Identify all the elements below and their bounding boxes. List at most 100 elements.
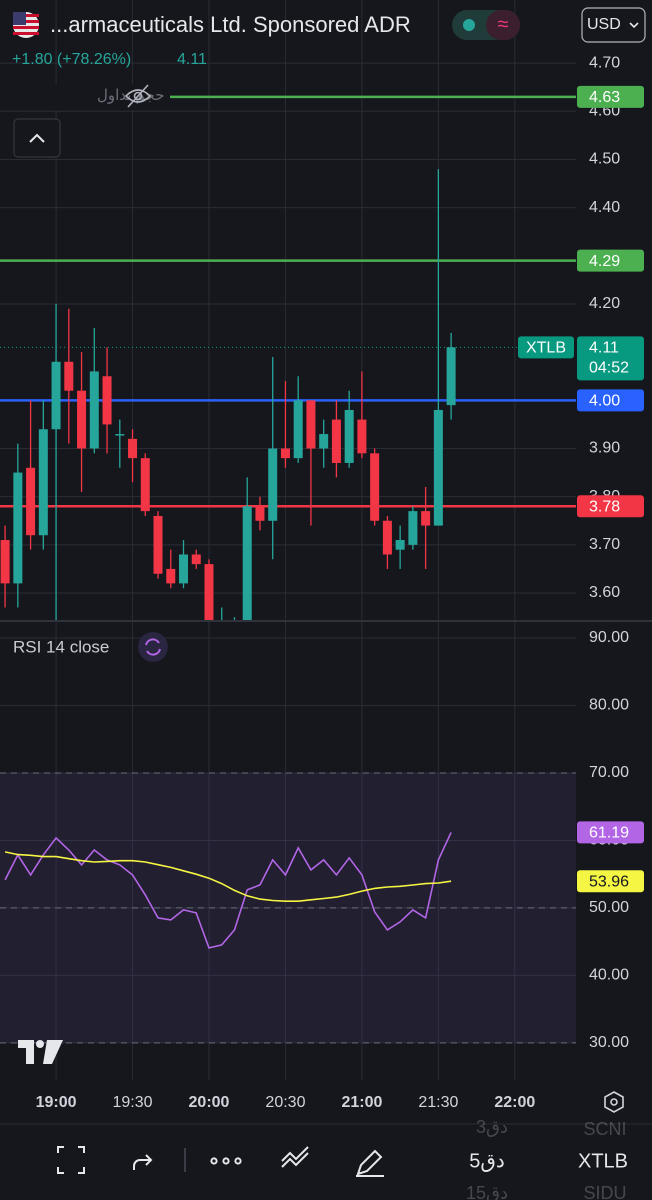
level-badge — [577, 389, 644, 412]
status-toggle[interactable]: ≈ — [452, 10, 520, 40]
x-tick-label: 20:00 — [189, 1094, 230, 1111]
redo-button[interactable] — [133, 1154, 153, 1170]
axis-settings[interactable] — [604, 1091, 624, 1113]
y-tick-label: 50.00 — [589, 899, 629, 916]
candle-body — [64, 361, 74, 391]
candle-body — [13, 472, 23, 584]
candle-body — [344, 409, 354, 463]
toolbar — [0, 1124, 652, 1200]
candle-body — [421, 511, 431, 526]
drawing-button[interactable] — [356, 1149, 384, 1177]
ghost-interval: 3دق — [476, 1117, 508, 1137]
x-tick-label: 19:30 — [113, 1094, 153, 1111]
x-tick-label: 21:00 — [341, 1094, 382, 1111]
candle-body — [268, 448, 278, 521]
candle-body — [446, 347, 456, 406]
rsi-title: RSI 14 close — [13, 637, 109, 656]
candle-body — [370, 453, 380, 521]
header-last-price: 4.11 — [177, 51, 207, 68]
candle-body — [38, 429, 48, 536]
candle-body — [433, 409, 443, 526]
level-badge-label: 4.63 — [589, 89, 620, 106]
y-tick-label: 3.70 — [589, 536, 620, 553]
symbol-badge-label: XTLB — [526, 340, 566, 357]
interval[interactable]: 5دق — [469, 1150, 505, 1172]
x-tick-label: 21:30 — [418, 1094, 458, 1111]
level-badge — [577, 249, 644, 272]
y-tick-label: 3.60 — [589, 584, 620, 601]
grid-layer — [0, 0, 576, 1080]
candle-body — [77, 390, 87, 449]
series-badge-label: 61.19 — [589, 825, 629, 842]
ghost-interval: 15دق — [466, 1183, 508, 1200]
y-tick-label: 30.00 — [589, 1034, 629, 1051]
x-tick-label: 19:00 — [36, 1094, 77, 1111]
candle-body — [191, 554, 201, 565]
y-tick-label: 40.00 — [589, 967, 629, 984]
symbol[interactable]: XTLB — [578, 1150, 628, 1172]
indicators-button[interactable] — [281, 1146, 309, 1168]
y-tick-label: 4.50 — [589, 151, 620, 168]
last-price-badge — [577, 336, 644, 381]
candle-body — [102, 376, 112, 425]
rsi-settings-icon[interactable] — [138, 632, 168, 662]
series-badge — [577, 870, 644, 893]
y-tick-label: 80.00 — [589, 697, 629, 714]
ghost-symbol: SCNI — [583, 1119, 626, 1139]
collapse-button[interactable] — [13, 118, 61, 158]
last-price-label: 4.11 — [589, 340, 619, 357]
x-tick-label: 20:30 — [265, 1094, 305, 1111]
candle-body — [128, 438, 138, 459]
ghost-symbol: SIDU — [583, 1183, 626, 1200]
rsi-line — [4, 851, 452, 902]
y-tick-label: 90.00 — [589, 629, 629, 646]
candle-body — [293, 400, 303, 459]
candle-body — [357, 419, 367, 454]
candle-body — [153, 515, 163, 574]
x-tick-label: 22:00 — [494, 1094, 535, 1111]
y-tick-label: 4.70 — [589, 54, 620, 71]
rsi-pane — [0, 772, 576, 1044]
y-tick-label: 70.00 — [589, 764, 629, 781]
hide-icon[interactable] — [124, 84, 152, 108]
currency-box[interactable] — [581, 7, 646, 43]
candle-body — [26, 467, 36, 536]
candle-body — [319, 434, 329, 449]
symbol-badge — [518, 336, 574, 359]
volume-label: حجم تداول — [97, 87, 164, 104]
symbol-title: ...armaceuticals Ltd. Sponsored ADR — [50, 12, 411, 37]
candle-body — [395, 540, 405, 550]
level-badge-label: 3.78 — [589, 499, 620, 516]
series-badge-label: 53.96 — [589, 873, 629, 890]
candle-body — [331, 419, 341, 463]
candle-body — [140, 458, 150, 512]
candle-body — [242, 506, 252, 620]
countdown-label: 04:52 — [589, 360, 629, 377]
y-tick-label: 4.20 — [589, 295, 620, 312]
candle-body — [306, 400, 316, 449]
candle-body — [382, 520, 392, 555]
rsi-line — [4, 832, 452, 949]
candle-body — [89, 371, 99, 449]
candle-body — [0, 540, 10, 584]
dropdown-arrow — [629, 22, 639, 29]
candle-body — [255, 506, 265, 521]
y-tick-label: 3.90 — [589, 440, 620, 457]
candle-body — [280, 448, 290, 459]
candle-body — [51, 361, 61, 430]
candle-body — [166, 568, 176, 584]
level-badge — [577, 495, 644, 518]
candle-body — [408, 511, 418, 545]
candle-body — [204, 564, 214, 620]
flag — [13, 12, 39, 38]
more-button[interactable] — [210, 1157, 242, 1165]
level-badge — [577, 85, 644, 108]
currency[interactable]: USD — [587, 16, 621, 33]
candle-body — [115, 434, 125, 436]
candle-body — [179, 554, 189, 584]
series-badge — [577, 821, 644, 844]
level-badge-label: 4.00 — [589, 393, 620, 410]
fullscreen-button[interactable] — [57, 1146, 85, 1174]
